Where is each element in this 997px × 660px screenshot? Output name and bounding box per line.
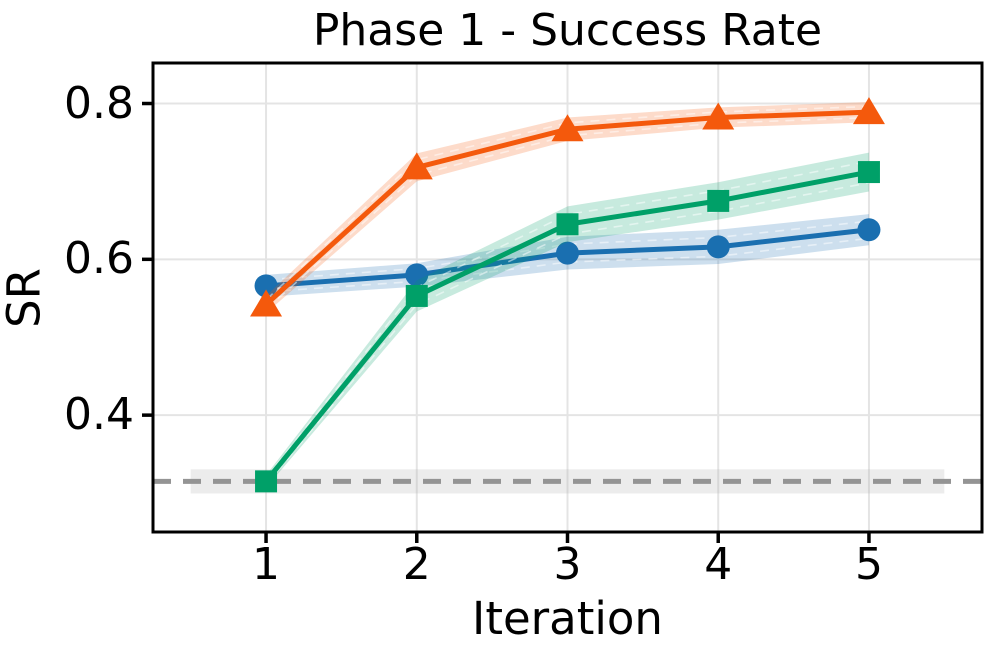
orange-triangle-marker [702, 102, 735, 130]
green-square-marker [707, 189, 730, 212]
orange-triangle-marker [852, 97, 885, 125]
green-square-marker [405, 284, 428, 307]
x-tick-label-2: 2 [402, 539, 431, 590]
blue-circle-marker [254, 274, 278, 298]
green-square-marker [556, 213, 579, 236]
x-tick-label-5: 5 [854, 539, 883, 590]
green-square-marker [255, 470, 278, 493]
x-tick-label-4: 4 [704, 539, 733, 590]
blue-circle-marker [857, 218, 881, 242]
y-tick-label-0.6: 0.6 [64, 233, 134, 285]
x-tick-label-3: 3 [553, 539, 582, 590]
orange-triangle-marker [551, 114, 584, 142]
green-square-marker [857, 161, 880, 184]
blue-circle-band-inner-streak [265, 237, 870, 293]
y-tick-label-0.4: 0.4 [64, 389, 134, 441]
chart-title: Phase 1 - Success Rate [312, 5, 823, 56]
orange-triangle-marker [250, 289, 283, 317]
blue-circle-band-inner-streak [265, 220, 870, 281]
blue-circle-marker [706, 235, 730, 259]
blue-circle-marker [405, 263, 429, 287]
x-axis-label: Iteration [472, 592, 663, 645]
orange-triangle-marker [400, 152, 433, 180]
green-square-band-inner-streak [265, 160, 870, 479]
y-tick-label-0.8: 0.8 [64, 77, 134, 129]
x-tick-label-1: 1 [252, 539, 281, 590]
blue-circle-marker [556, 241, 579, 265]
